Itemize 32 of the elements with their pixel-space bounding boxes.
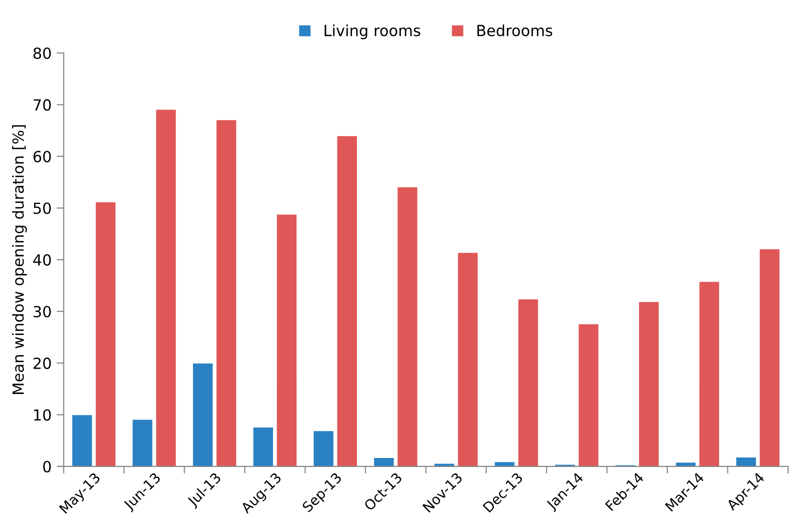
y-tick-label: 70: [34, 99, 51, 111]
bar: [758, 248, 780, 466]
y-tick-label: 60: [34, 150, 51, 162]
bar: [132, 418, 154, 466]
bar: [457, 252, 478, 466]
bar: [373, 457, 395, 466]
y-tick-label: 0: [43, 460, 51, 472]
bar: [216, 119, 238, 466]
y-tick-label: 10: [34, 409, 51, 421]
bar: [312, 430, 334, 466]
bar: [396, 186, 418, 466]
bar: [638, 301, 660, 466]
y-tick-label: 30: [34, 306, 51, 318]
bar: [155, 108, 177, 466]
bar: [71, 414, 93, 466]
bar: [252, 426, 274, 466]
bar: [735, 456, 757, 466]
bar: [517, 298, 539, 466]
bar: [94, 201, 116, 466]
y-tick-label: 40: [33, 254, 51, 266]
bar: [494, 461, 516, 466]
y-axis-title: Mean window opening duration [%]: [12, 125, 27, 394]
legend-label: Living rooms: [324, 24, 420, 40]
bar: [578, 323, 600, 466]
bar: [276, 214, 298, 466]
legend-label: Bedrooms: [477, 24, 552, 36]
bar: [192, 362, 214, 466]
y-tick-label: 50: [34, 202, 51, 214]
bar: [698, 280, 720, 466]
y-tick-label: 80: [33, 47, 51, 60]
y-tick-label: 20: [34, 358, 51, 370]
bar: [336, 135, 358, 466]
